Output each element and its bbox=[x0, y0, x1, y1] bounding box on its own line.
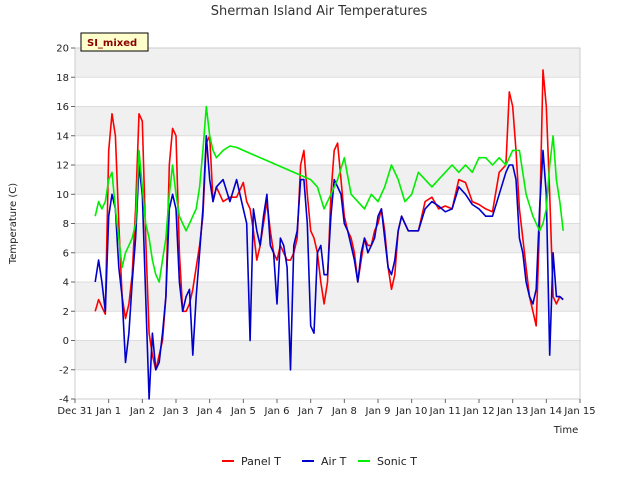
chart-title: Sherman Island Air Temperatures bbox=[211, 4, 428, 19]
x-tick-label: Dec 31 bbox=[57, 406, 92, 417]
x-tick-label: Jan 2 bbox=[129, 406, 155, 417]
y-tick-label: 16 bbox=[56, 102, 69, 113]
legend-label: Air T bbox=[321, 455, 347, 468]
x-tick-label: Jan 14 bbox=[530, 406, 562, 417]
x-tick-label: Jan 10 bbox=[395, 406, 427, 417]
legend-label: Panel T bbox=[241, 455, 281, 468]
legend-label: Sonic T bbox=[377, 455, 417, 468]
x-axis-label: Time bbox=[553, 425, 578, 436]
plot-band bbox=[75, 369, 580, 399]
y-axis: -4 -2 0 2 4 6 8 10 12 14 16 18 20 bbox=[56, 44, 75, 406]
x-tick-label: Jan 4 bbox=[196, 406, 222, 417]
plot-band bbox=[75, 48, 580, 78]
y-tick-label: 10 bbox=[56, 190, 69, 201]
y-axis-label: Temperature (C) bbox=[8, 183, 19, 265]
plot-band bbox=[75, 106, 580, 136]
y-tick-label: 2 bbox=[63, 307, 69, 318]
y-tick-label: 18 bbox=[56, 73, 69, 84]
y-tick-label: 20 bbox=[56, 44, 69, 55]
x-tick-label: Jan 6 bbox=[264, 406, 290, 417]
badge-box bbox=[80, 32, 149, 52]
x-tick-label: Jan 9 bbox=[365, 406, 391, 417]
x-axis: Dec 31 Jan 1 Jan 2 Jan 3 Jan 4 Jan 5 Jan 6 Jan … bbox=[57, 399, 596, 417]
x-tick-label: Jan 15 bbox=[563, 406, 595, 417]
y-tick-label: -2 bbox=[59, 365, 69, 376]
x-tick-label: Jan 3 bbox=[163, 406, 189, 417]
x-tick-label: Jan 1 bbox=[95, 406, 121, 417]
x-tick-label: Jan 7 bbox=[297, 406, 323, 417]
x-tick-label: Jan 11 bbox=[429, 406, 461, 417]
y-tick-label: -4 bbox=[59, 395, 69, 406]
legend: Panel T Air T Sonic T bbox=[222, 455, 417, 468]
y-tick-label: 8 bbox=[63, 219, 69, 230]
plot-band bbox=[75, 223, 580, 253]
station-badge: SI_mixed bbox=[80, 32, 149, 52]
x-tick-label: Jan 8 bbox=[331, 406, 357, 417]
y-tick-label: 12 bbox=[56, 161, 69, 172]
y-tick-label: 6 bbox=[63, 248, 69, 259]
x-tick-label: Jan 13 bbox=[496, 406, 528, 417]
x-tick-label: Jan 12 bbox=[462, 406, 494, 417]
plot-band bbox=[75, 135, 580, 165]
y-tick-label: 0 bbox=[63, 336, 69, 347]
x-tick-label: Jan 5 bbox=[230, 406, 256, 417]
y-tick-label: 4 bbox=[63, 278, 69, 289]
badge-text: SI_mixed bbox=[87, 38, 137, 49]
plot-band bbox=[75, 194, 580, 224]
series-layer bbox=[94, 69, 564, 400]
plot-band bbox=[75, 77, 580, 107]
series-line-air-t bbox=[94, 135, 564, 400]
series-line-sonic-t bbox=[94, 105, 564, 283]
plot-band bbox=[75, 311, 580, 341]
y-tick-label: 14 bbox=[56, 131, 69, 142]
